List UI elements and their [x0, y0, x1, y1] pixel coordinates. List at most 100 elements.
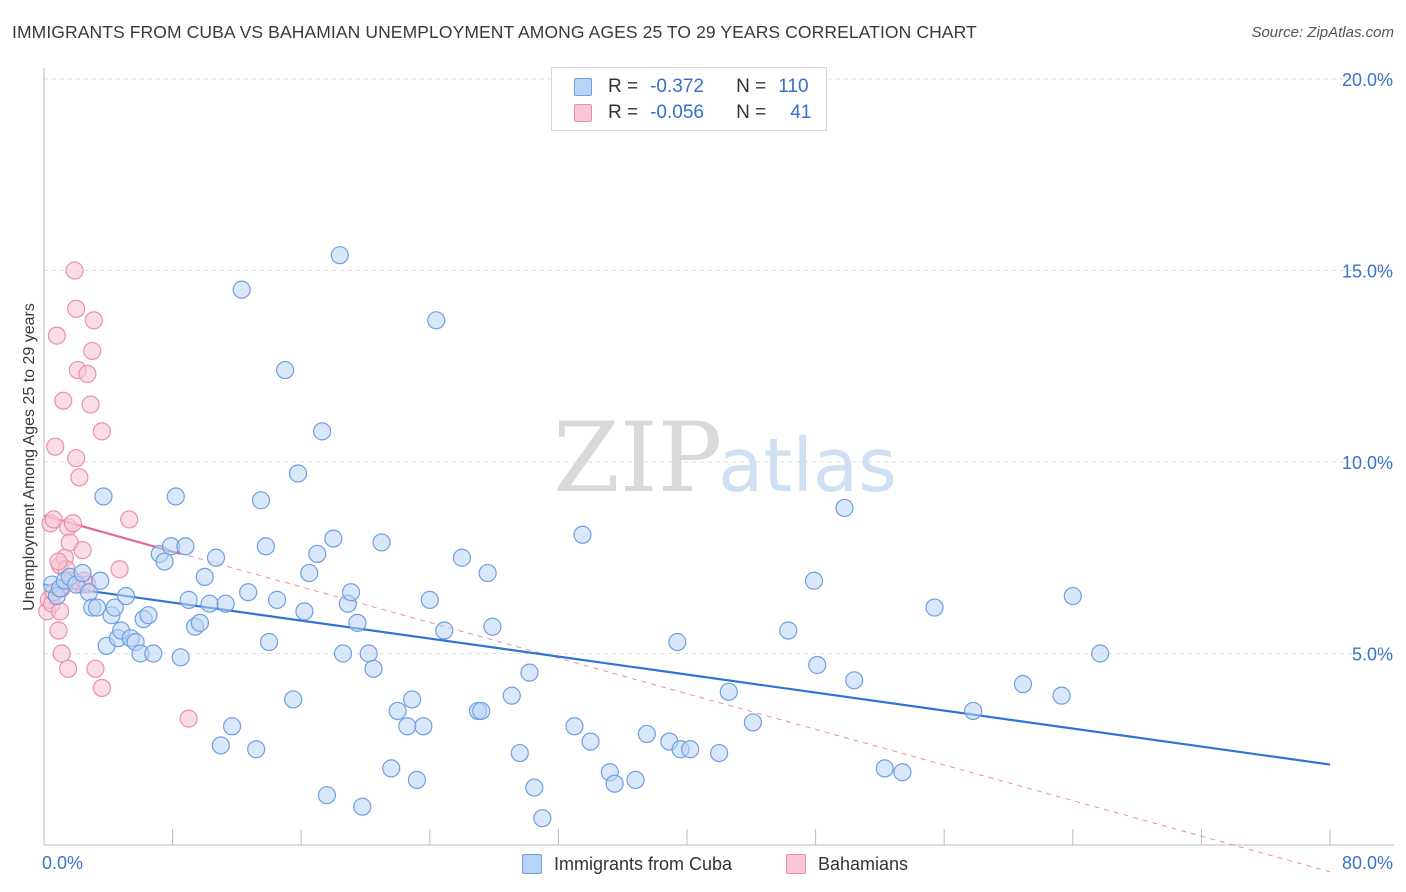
bahamas-trend-extension — [43, 515, 1331, 873]
legend-item-bahamas[interactable]: Bahamians — [786, 851, 908, 877]
x-tick-label: 80.0% — [1342, 853, 1393, 873]
bahamas-point — [49, 621, 68, 640]
cuba-point — [333, 644, 353, 663]
bahamas-point — [81, 395, 100, 414]
cuba-point — [637, 724, 656, 744]
r-value-bahamas: -0.056 — [650, 102, 704, 123]
cuba-point — [116, 586, 136, 606]
cuba-point — [388, 701, 407, 721]
legend-item-cuba[interactable]: Immigrants from Cuba — [522, 851, 732, 877]
cuba-point — [239, 583, 258, 602]
chart-title: IMMIGRANTS FROM CUBA VS BAHAMIAN UNEMPLO… — [12, 22, 977, 42]
cuba-point — [300, 563, 319, 583]
cuba-swatch — [574, 78, 592, 96]
bahamas-point — [78, 364, 97, 384]
cuba-point — [403, 690, 422, 709]
cuba-point — [427, 311, 446, 330]
cuba-point — [284, 690, 303, 709]
cuba-point — [276, 360, 295, 380]
cuba-point — [190, 613, 210, 632]
cuba-point — [605, 774, 624, 793]
cuba-point — [372, 533, 391, 552]
data-points — [38, 246, 1110, 828]
bahamas-point — [52, 644, 71, 663]
r-label: R = — [608, 102, 639, 123]
bahamas-point — [92, 678, 111, 698]
bahamas-point — [120, 510, 139, 529]
bahamas-point — [47, 326, 66, 345]
bahamas-point — [84, 311, 103, 330]
bahamas-point — [65, 261, 84, 280]
bahamas-point — [54, 391, 73, 410]
cuba-point — [166, 487, 185, 506]
cuba-point — [87, 598, 107, 617]
cuba-point — [195, 567, 214, 587]
cuba-point — [478, 563, 497, 583]
cuba-point — [232, 280, 251, 299]
n-label: N = — [736, 76, 767, 97]
cuba-point — [964, 701, 983, 721]
cuba-point — [91, 571, 110, 590]
cuba-point — [407, 770, 427, 789]
cuba-point — [565, 717, 584, 736]
bahamas-point — [70, 468, 89, 487]
cuba-point — [251, 491, 271, 510]
n-value-bahamas: 41 — [790, 102, 812, 123]
x-tick-label: 0.0% — [42, 853, 83, 873]
cuba-point — [353, 797, 372, 816]
bahamas-point — [67, 299, 86, 318]
cuba-point — [626, 770, 645, 789]
bahamas-point — [67, 449, 86, 468]
bahamas-point — [50, 602, 70, 621]
watermark-atlas: atlas — [718, 423, 897, 509]
cuba-point — [211, 736, 230, 755]
cuba-point — [341, 583, 361, 602]
axes — [43, 68, 1394, 846]
cuba-point — [312, 422, 332, 441]
bahamas-legend-swatch — [786, 854, 806, 874]
cuba-point — [216, 594, 235, 613]
cuba-point — [144, 644, 163, 663]
cuba-point — [573, 525, 592, 544]
bahamas-point — [179, 709, 198, 728]
cuba-point — [267, 590, 287, 609]
cuba-point — [324, 529, 343, 548]
cuba-legend-swatch — [522, 854, 542, 874]
cuba-point — [179, 590, 198, 609]
cuba-point — [835, 498, 854, 518]
cuba-point — [533, 809, 552, 828]
cuba-point — [348, 613, 367, 632]
cuba-point — [308, 544, 327, 564]
cuba-trend-line — [43, 583, 1331, 766]
watermark: ZIP atlas — [553, 402, 897, 514]
cuba-point — [808, 655, 827, 675]
cuba-point — [1063, 586, 1082, 606]
cuba-point — [364, 659, 383, 678]
cuba-point — [295, 602, 314, 621]
trend-lines — [43, 514, 1331, 873]
cuba-point — [94, 487, 113, 506]
cuba-point — [256, 537, 275, 556]
bahamas-legend-label: Bahamians — [818, 853, 909, 874]
bahamas-swatch — [574, 104, 592, 122]
cuba-point — [875, 759, 894, 778]
cuba-point — [804, 571, 824, 590]
cuba-point — [288, 464, 308, 483]
cuba-point — [259, 632, 279, 652]
cuba-point — [710, 743, 729, 763]
cuba-point — [525, 778, 544, 797]
n-label: N = — [736, 102, 767, 123]
cuba-point — [502, 686, 521, 705]
cuba-point — [155, 552, 174, 571]
bahamas-point — [59, 659, 78, 678]
source-label: Source: ZipAtlas.com — [1251, 24, 1394, 41]
cuba-point — [1013, 675, 1033, 694]
bahamas-point — [49, 552, 68, 571]
tick-labels: 5.0% 10.0% 15.0% 20.0% 0.0% 80.0% — [42, 70, 1393, 873]
cuba-point — [743, 713, 763, 732]
correlation-legend: R = -0.372 N = 110 R = -0.056 N = 41 — [551, 67, 827, 131]
bahamas-point — [92, 422, 111, 441]
n-value-cuba: 110 — [778, 76, 809, 97]
cuba-point — [845, 671, 864, 690]
watermark-zip: ZIP — [553, 402, 722, 514]
